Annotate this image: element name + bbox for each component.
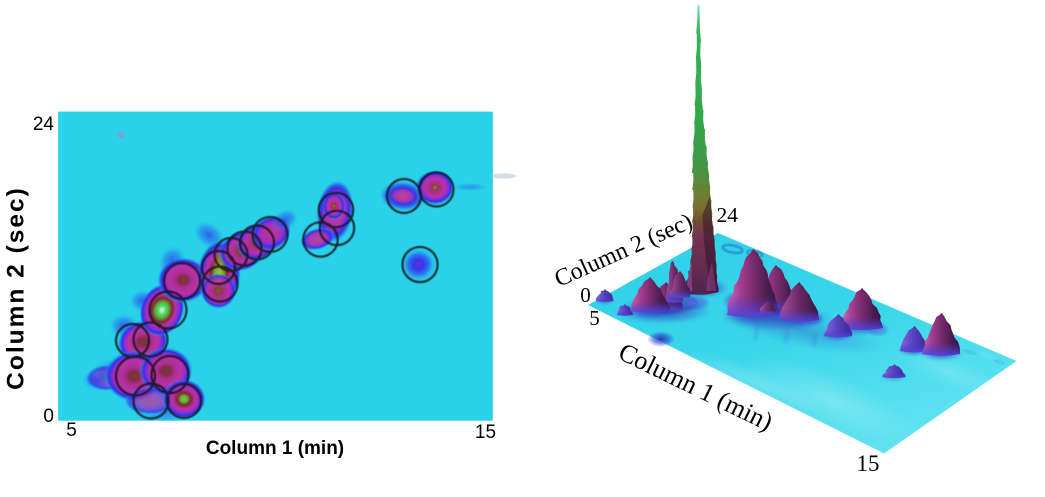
svg-text:Column 2 (sec): Column 2 (sec) <box>3 186 30 390</box>
svg-text:15: 15 <box>475 422 496 443</box>
svg-text:Column 1 (min): Column 1 (min) <box>206 438 344 459</box>
svg-text:24: 24 <box>33 114 55 135</box>
svg-text:0: 0 <box>580 283 591 307</box>
svg-text:5: 5 <box>66 420 77 441</box>
svg-text:15: 15 <box>857 451 880 476</box>
svg-text:5: 5 <box>589 306 600 330</box>
svg-text:24: 24 <box>717 203 739 227</box>
svg-text:0: 0 <box>43 406 54 427</box>
